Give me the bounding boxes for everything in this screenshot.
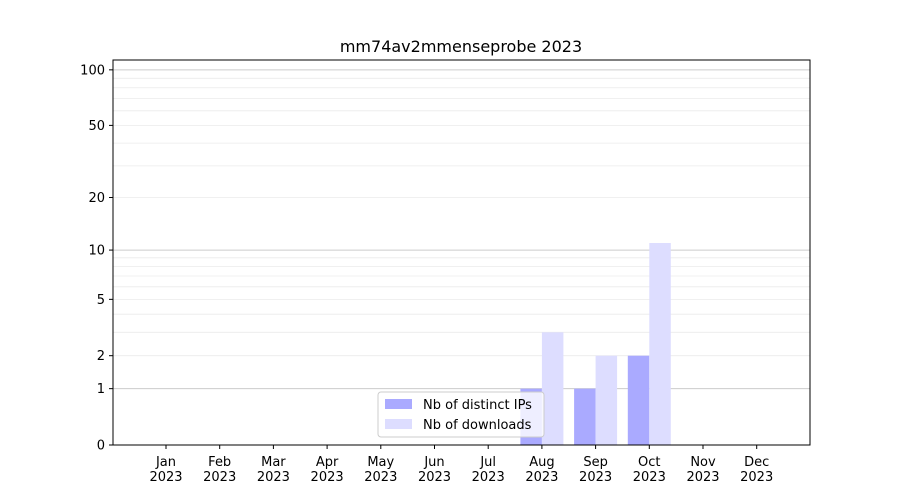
x-tick-label: Dec <box>744 455 769 470</box>
x-tick-label: 2023 <box>257 470 290 485</box>
legend-swatch <box>385 399 412 409</box>
x-tick-label: 2023 <box>203 470 236 485</box>
y-tick-label: 10 <box>88 244 105 259</box>
x-tick-label: Jun <box>423 455 444 470</box>
x-tick-label: Jul <box>479 455 496 470</box>
y-tick-label: 0 <box>97 439 105 454</box>
y-tick-label: 5 <box>97 293 105 308</box>
x-tick-label: 2023 <box>633 470 666 485</box>
legend-swatch <box>385 419 412 429</box>
y-tick-label: 1 <box>97 382 105 397</box>
y-tick-label: 20 <box>88 191 105 206</box>
legend: Nb of distinct IPs Nb of downloads <box>377 391 545 438</box>
x-tick-label: 2023 <box>364 470 397 485</box>
x-tick-label: 2023 <box>525 470 558 485</box>
x-tick-label: Oct <box>638 455 660 470</box>
x-tick-label: 2023 <box>311 470 344 485</box>
bar-downloads <box>541 332 564 445</box>
bar-downloads <box>649 243 671 445</box>
y-tick-label: 2 <box>97 349 105 364</box>
plot-frame <box>112 59 811 446</box>
x-tick-label: Sep <box>583 455 608 470</box>
legend-label: Nb of downloads <box>423 418 532 433</box>
x-tick-label: 2023 <box>472 470 505 485</box>
x-tick-label: 2023 <box>740 470 773 485</box>
bar-distinct-ips <box>627 355 650 445</box>
bar-distinct-ips <box>574 388 596 445</box>
x-tick-label: 2023 <box>149 470 182 485</box>
y-tick-label: 50 <box>88 119 105 134</box>
x-tick-label: Feb <box>208 455 231 470</box>
bar-downloads <box>595 355 618 445</box>
x-tick-label: 2023 <box>418 470 451 485</box>
x-tick-label: Nov <box>690 455 716 470</box>
x-tick-label: 2023 <box>686 470 719 485</box>
x-tick-label: Aug <box>529 455 554 470</box>
x-tick-label: Apr <box>316 455 339 470</box>
x-tick-label: Mar <box>261 455 286 470</box>
x-tick-label: May <box>367 455 394 470</box>
y-tick-label: 100 <box>80 63 105 78</box>
x-tick-label: Jan <box>155 455 176 470</box>
legend-label: Nb of distinct IPs <box>423 398 532 413</box>
legend-box <box>377 391 545 438</box>
x-tick-label: 2023 <box>579 470 612 485</box>
chart-title: mm74av2mmenseprobe 2023 <box>340 37 582 56</box>
